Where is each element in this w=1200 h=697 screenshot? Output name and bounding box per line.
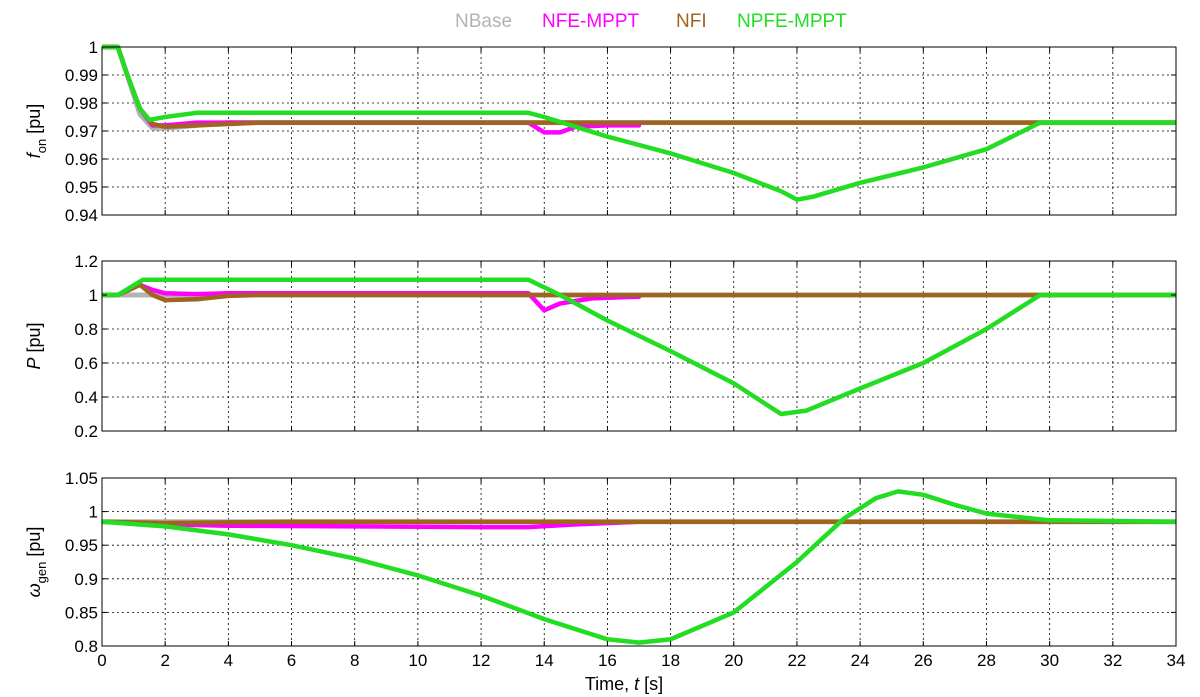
x-axis-label-suffix: [s]	[639, 674, 663, 694]
legend-entry-npfe-mppt: NPFE-MPPT	[737, 11, 847, 32]
panel-wgen: 0.8 0.85 0.9 0.95 1 1.05 ωgen [pu]	[24, 469, 1177, 656]
y-axis-label-fon: fon [pu]	[24, 104, 49, 159]
grid-P	[101, 260, 1177, 432]
y-tick-label: 0.97	[65, 122, 98, 141]
y-axis-label-wgen: ωgen [pu]	[24, 527, 49, 598]
x-tick-label: 2	[160, 651, 169, 670]
series-npfe-mppt	[102, 489, 1176, 645]
y-tick-label: 1.05	[65, 469, 98, 488]
legend-entry-nfe-mppt: NFE-MPPT	[542, 11, 640, 32]
panel-P: 0.2 0.4 0.6 0.8 1 1.2 P [pu]	[24, 252, 1177, 441]
x-tick-label: 6	[287, 651, 296, 670]
x-tick-label: 10	[408, 651, 427, 670]
series-group-P	[102, 277, 1176, 417]
y-axis-label-P: P [pu]	[24, 322, 44, 369]
x-tick-label: 28	[977, 651, 996, 670]
series-npfe-mppt	[102, 277, 1176, 417]
x-tick-label: 30	[1040, 651, 1059, 670]
x-tick-label: 22	[787, 651, 806, 670]
axes-frame-wgen	[101, 477, 1177, 647]
x-axis-label-var: t	[634, 674, 640, 694]
y-tick-label: 0.96	[65, 150, 98, 169]
y-tick-label: 1.2	[74, 252, 98, 271]
y-tick-label: 1	[89, 503, 98, 522]
y-tick-label: 1	[89, 38, 98, 57]
y-tick-label: 0.95	[65, 178, 98, 197]
y-tick-label: 0.95	[65, 536, 98, 555]
x-tick-label: 4	[224, 651, 233, 670]
series-nbase	[102, 44, 1176, 131]
x-tick-label: 34	[1167, 651, 1186, 670]
x-tick-label: 8	[350, 651, 359, 670]
x-axis-label-prefix: Time,	[585, 674, 634, 694]
y-tick-label: 0.8	[74, 320, 98, 339]
y-tick-label: 1	[89, 286, 98, 305]
x-tick-label: 26	[914, 651, 933, 670]
y-tick-label: 0.85	[65, 603, 98, 622]
legend: NBase NFE-MPPT NFI NPFE-MPPT	[455, 11, 847, 32]
x-tick-label: 32	[1103, 651, 1122, 670]
x-tick-label: 14	[535, 651, 554, 670]
axes-frame-P	[101, 260, 1177, 432]
x-tick-label: 12	[472, 651, 491, 670]
y-tick-label: 0.2	[74, 422, 98, 441]
x-tick-label: 0	[97, 651, 106, 670]
series-group-fon	[102, 44, 1176, 202]
y-tick-label: 0.8	[74, 637, 98, 656]
legend-entry-nbase: NBase	[455, 11, 512, 32]
grid-fon	[101, 46, 1177, 216]
x-tick-label: 16	[598, 651, 617, 670]
grid-wgen	[101, 477, 1177, 647]
series-group-wgen	[102, 489, 1176, 645]
panel-fon: 0.94 0.95 0.96 0.97 0.98 0.99 1 fon [pu]	[24, 38, 1177, 225]
x-axis-label: Time, t [s]	[585, 674, 663, 694]
series-nfi	[102, 519, 1176, 526]
y-tick-label: 0.4	[74, 388, 98, 407]
x-tick-label: 24	[851, 651, 870, 670]
y-tick-label: 0.9	[74, 570, 98, 589]
y-tick-label: 0.94	[65, 206, 98, 225]
y-tick-label: 0.98	[65, 94, 98, 113]
x-tick-label: 20	[724, 651, 743, 670]
legend-entry-nfi: NFI	[676, 11, 707, 32]
series-npfe-mppt	[102, 44, 1176, 202]
x-tick-label: 18	[661, 651, 680, 670]
y-tick-label: 0.6	[74, 354, 98, 373]
y-tick-label: 0.99	[65, 66, 98, 85]
